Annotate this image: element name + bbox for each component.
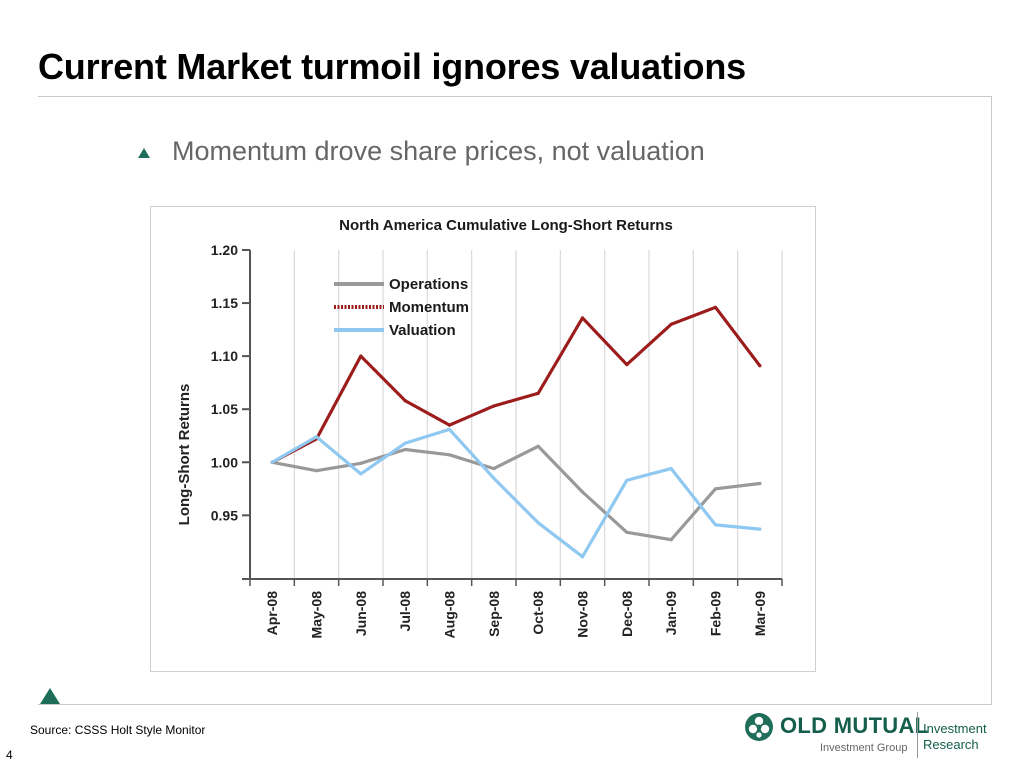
legend-label-momentum: Momentum [389, 299, 469, 316]
x-tick-label: Dec-08 [619, 591, 635, 637]
bottom-frame-line [38, 704, 992, 705]
logo-right-line-1: Investment [923, 721, 987, 736]
x-tick-label: Sep-08 [486, 591, 502, 637]
x-tick-label: Oct-08 [530, 591, 546, 635]
logo-research-label: Investment Research [923, 721, 987, 753]
title-divider [38, 96, 992, 97]
data-point-momentum [625, 363, 629, 367]
series-line-operations [270, 444, 762, 542]
chart-container: North America Cumulative Long-Short Retu… [150, 206, 816, 672]
x-tick-label: Jul-08 [397, 591, 413, 632]
data-point-valuation [492, 476, 496, 480]
data-point-valuation [713, 523, 718, 527]
data-point-operations [403, 447, 407, 452]
page-number: 4 [6, 748, 13, 762]
y-tick-label: 1.20 [211, 242, 238, 258]
y-tick-label: 1.15 [211, 295, 238, 311]
corner-triangle-icon [40, 688, 60, 704]
data-point-valuation [447, 427, 452, 431]
y-axis-title: Long-Short Returns [176, 384, 193, 526]
data-point-valuation [669, 467, 673, 471]
x-tick-label: May-08 [309, 591, 325, 639]
series-line-momentum [270, 305, 762, 464]
data-point-momentum [669, 322, 673, 326]
logo-subtitle: Investment Group [820, 742, 908, 754]
y-tick-label: 0.95 [211, 507, 238, 523]
data-point-momentum [403, 399, 407, 403]
triangle-bullet-icon [138, 147, 150, 158]
x-tick-label: Mar-09 [752, 591, 768, 636]
data-point-operations [359, 461, 363, 465]
data-point-valuation [580, 555, 585, 559]
x-tick-label: Feb-09 [708, 591, 724, 636]
data-point-valuation [314, 435, 319, 439]
data-point-operations [669, 538, 673, 542]
data-point-momentum [492, 404, 496, 408]
bullet-item: Momentum drove share prices, not valuati… [138, 136, 705, 167]
data-point-momentum [580, 316, 585, 320]
data-point-valuation [758, 527, 762, 531]
data-point-operations [314, 469, 319, 473]
data-point-operations [580, 490, 585, 494]
y-tick-label: 1.10 [211, 348, 238, 364]
bullet-text: Momentum drove share prices, not valuati… [172, 136, 705, 166]
chart-title: North America Cumulative Long-Short Retu… [339, 217, 673, 234]
logo-name: OLD MUTUAL [780, 713, 929, 738]
data-point-valuation [359, 472, 363, 476]
y-tick-label: 1.00 [211, 454, 238, 470]
x-tick-label: Nov-08 [575, 591, 591, 638]
data-point-valuation [536, 521, 540, 525]
x-tick-label: Jan-09 [663, 591, 679, 636]
slide-title: Current Market turmoil ignores valuation… [38, 46, 746, 87]
x-tick-label: Aug-08 [442, 591, 458, 639]
old-mutual-logo: OLD MUTUAL Investment Group Investment R… [744, 710, 1000, 762]
data-point-operations [713, 487, 718, 491]
data-point-valuation [403, 441, 407, 445]
series-line-valuation [270, 427, 762, 559]
x-tick-label: Jun-08 [353, 591, 369, 636]
data-point-momentum [447, 423, 452, 427]
legend-label-operations: Operations [389, 276, 468, 293]
data-point-momentum [713, 305, 718, 309]
logo-right-line-2: Research [923, 737, 979, 752]
line-chart: North America Cumulative Long-Short Retu… [176, 217, 783, 639]
y-tick-label: 1.05 [211, 401, 238, 417]
right-frame-line [991, 96, 992, 705]
data-point-operations [758, 481, 762, 486]
data-point-momentum [359, 354, 363, 358]
data-point-valuation [270, 460, 274, 464]
source-note: Source: CSSS Holt Style Monitor [30, 723, 206, 737]
logo-divider [917, 712, 918, 758]
data-point-momentum [536, 391, 540, 395]
data-point-operations [625, 530, 629, 534]
data-point-operations [492, 467, 496, 471]
legend-label-valuation: Valuation [389, 322, 456, 339]
old-mutual-emblem-icon [745, 713, 773, 741]
data-point-operations [447, 453, 452, 457]
data-point-operations [536, 444, 540, 448]
x-tick-label: Apr-08 [264, 591, 280, 636]
data-point-momentum [758, 364, 762, 368]
data-point-valuation [625, 478, 629, 482]
